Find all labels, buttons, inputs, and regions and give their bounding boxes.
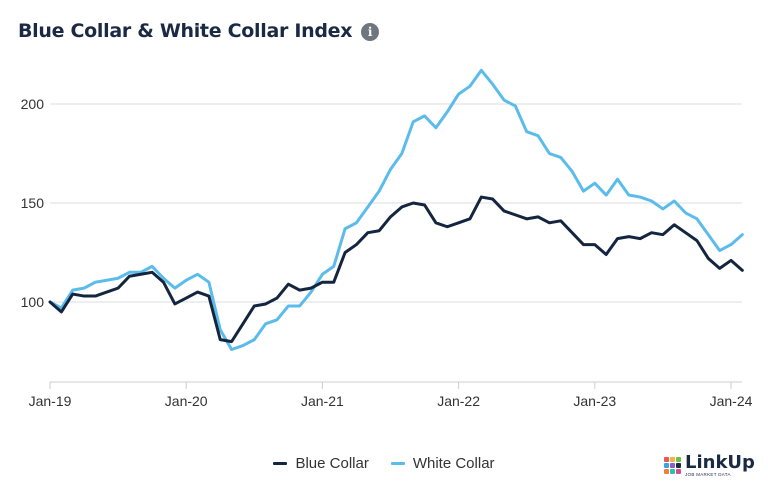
chart-title-row: Blue Collar & White Collar Index i xyxy=(18,20,380,42)
legend-item-blue-collar[interactable]: Blue Collar xyxy=(273,455,369,472)
logo-name: LinkUp xyxy=(685,452,755,473)
x-tick-label-Jan-24: Jan-24 xyxy=(710,393,753,409)
logo-dot xyxy=(676,457,681,463)
series-line-white-collar xyxy=(48,68,744,352)
legend-swatch-white-collar xyxy=(390,462,405,465)
logo-dot xyxy=(670,457,675,463)
logo-dot xyxy=(664,463,669,469)
logo-dot xyxy=(676,463,681,469)
x-tick-label-Jan-23: Jan-23 xyxy=(573,393,616,409)
legend-label-blue-collar: Blue Collar xyxy=(295,455,369,472)
logo-dot xyxy=(670,469,675,475)
logo-dot xyxy=(664,469,669,475)
logo-tagline: JOB MARKET DATA xyxy=(685,472,731,477)
y-tick-label-150: 150 xyxy=(21,195,45,211)
legend-swatch-blue-collar xyxy=(273,462,288,465)
legend-label-white-collar: White Collar xyxy=(412,455,495,472)
x-tick-label-Jan-19: Jan-19 xyxy=(29,393,72,409)
y-tick-label-200: 200 xyxy=(21,96,45,112)
series-line-blue-collar xyxy=(48,195,744,344)
y-tick-label-100: 100 xyxy=(21,294,45,310)
logo-dot xyxy=(676,469,681,475)
info-icon[interactable]: i xyxy=(361,23,380,41)
chart-legend: Blue Collar White Collar xyxy=(0,455,768,472)
logo-mark-icon xyxy=(664,457,681,475)
logo-dot xyxy=(670,463,675,469)
legend-item-white-collar[interactable]: White Collar xyxy=(390,455,495,472)
x-tick-label-Jan-20: Jan-20 xyxy=(165,393,208,409)
chart-title: Blue Collar & White Collar Index xyxy=(18,20,353,42)
x-tick-label-Jan-21: Jan-21 xyxy=(301,393,344,409)
x-tick-label-Jan-22: Jan-22 xyxy=(437,393,480,409)
linkup-logo: LinkUp JOB MARKET DATA xyxy=(664,454,755,478)
logo-dot xyxy=(664,457,669,463)
